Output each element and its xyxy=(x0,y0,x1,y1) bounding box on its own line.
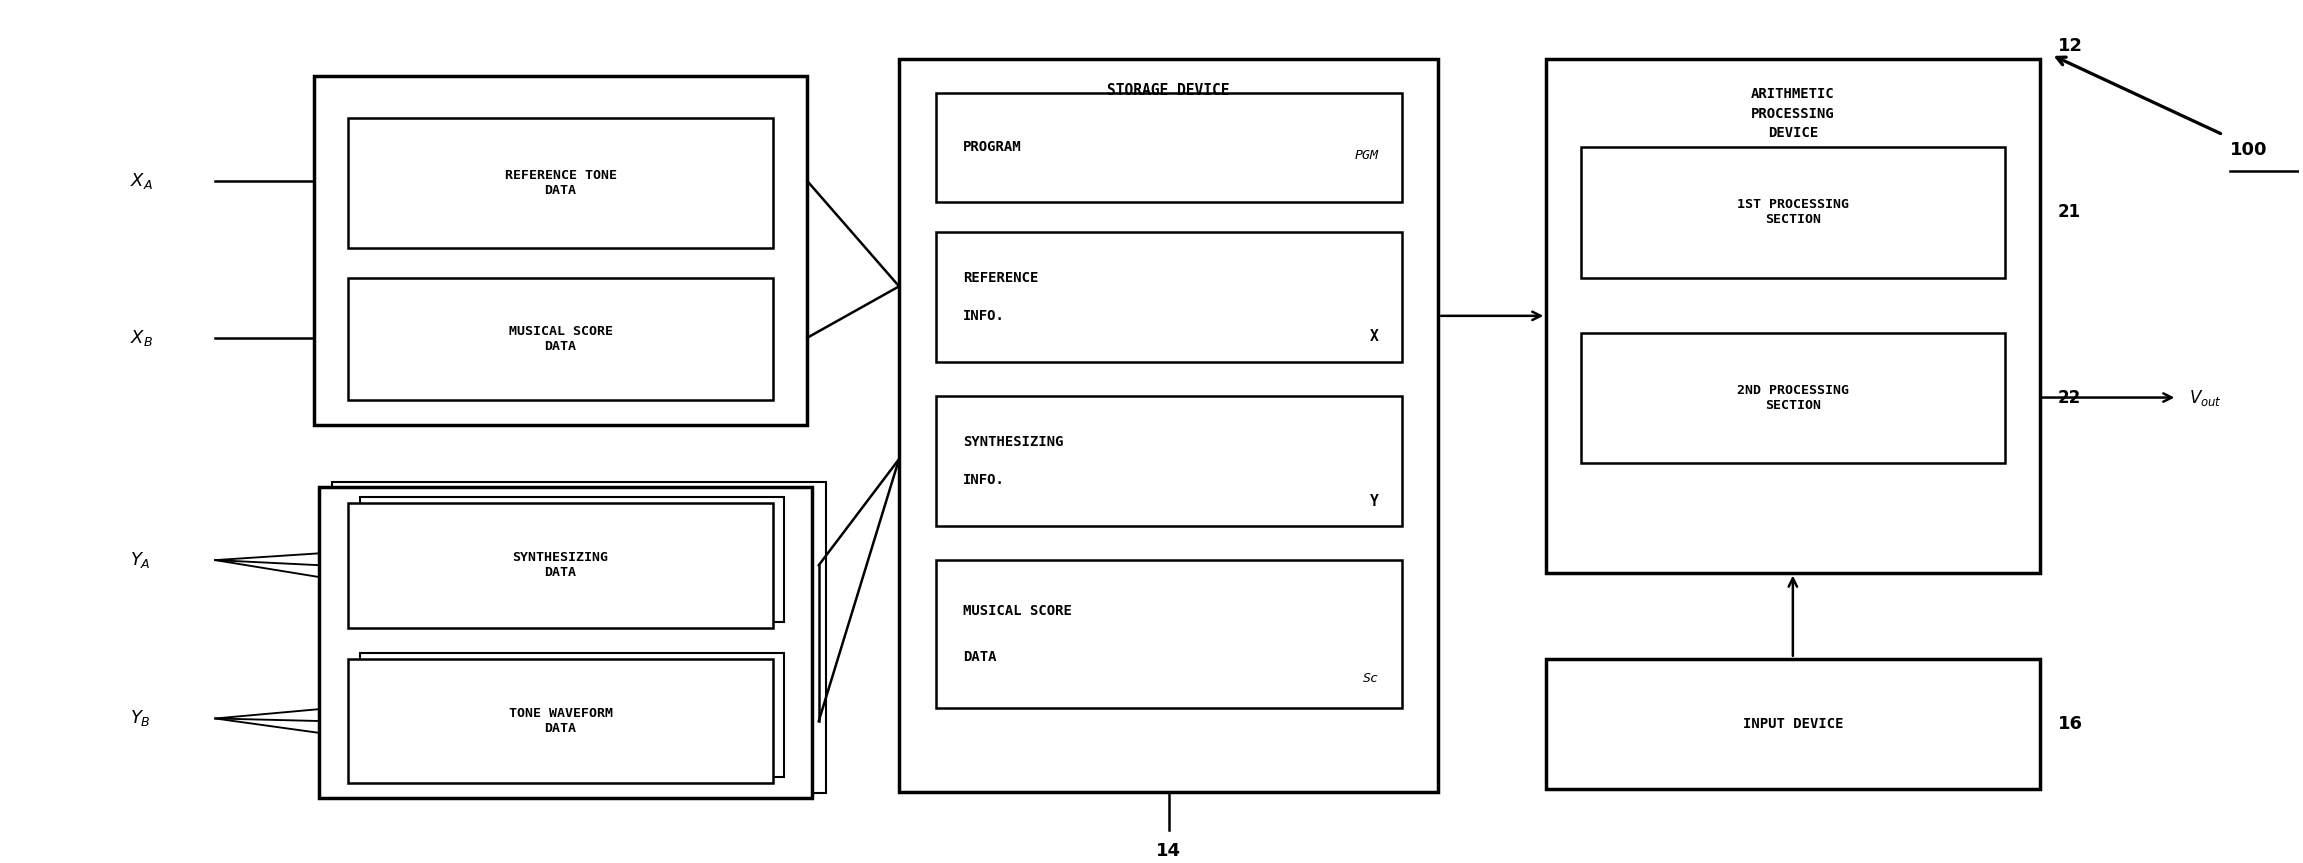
Text: $X_A$: $X_A$ xyxy=(131,171,154,191)
Bar xyxy=(348,278,774,400)
Bar xyxy=(359,652,785,778)
Bar xyxy=(935,560,1403,708)
Text: $Y_B$: $Y_B$ xyxy=(131,709,152,728)
Text: DATA: DATA xyxy=(963,650,997,664)
Text: 21: 21 xyxy=(2059,203,2082,221)
Text: SYNTHESIZING
DATA: SYNTHESIZING DATA xyxy=(514,551,608,579)
Text: INFO.: INFO. xyxy=(963,473,1004,487)
Bar xyxy=(1545,59,2040,573)
Bar xyxy=(359,497,785,621)
Text: 16: 16 xyxy=(2059,715,2082,733)
Text: REFERENCE TONE
DATA: REFERENCE TONE DATA xyxy=(504,169,617,197)
Text: 2ND PROCESSING
SECTION: 2ND PROCESSING SECTION xyxy=(1736,383,1849,412)
Text: REFERENCE: REFERENCE xyxy=(963,271,1039,285)
Text: TONE WAVEFORM
DATA: TONE WAVEFORM DATA xyxy=(509,707,613,735)
Text: 14: 14 xyxy=(1156,841,1181,860)
Text: $V_{out}$: $V_{out}$ xyxy=(2188,387,2222,407)
Text: SYNTHESIZING: SYNTHESIZING xyxy=(963,435,1064,449)
Bar xyxy=(1580,332,2006,463)
Bar xyxy=(348,658,774,784)
Text: Y: Y xyxy=(1370,494,1379,508)
Text: INFO.: INFO. xyxy=(963,309,1004,323)
Bar xyxy=(935,396,1403,526)
Text: $X_B$: $X_B$ xyxy=(131,328,154,348)
Text: 12: 12 xyxy=(2059,37,2082,55)
Bar xyxy=(318,487,813,798)
Text: PROGRAM: PROGRAM xyxy=(963,141,1023,154)
Text: 22: 22 xyxy=(2059,388,2082,406)
Text: PGM: PGM xyxy=(1354,149,1379,162)
Text: $Y_A$: $Y_A$ xyxy=(131,550,152,570)
Text: MUSICAL SCORE: MUSICAL SCORE xyxy=(963,603,1073,618)
Text: MUSICAL SCORE
DATA: MUSICAL SCORE DATA xyxy=(509,325,613,353)
Text: INPUT DEVICE: INPUT DEVICE xyxy=(1743,717,1842,731)
Text: STORAGE DEVICE: STORAGE DEVICE xyxy=(1108,84,1230,98)
Text: Sc: Sc xyxy=(1363,671,1379,684)
Text: ARITHMETIC
PROCESSING
DEVICE: ARITHMETIC PROCESSING DEVICE xyxy=(1750,87,1835,140)
Text: 1ST PROCESSING
SECTION: 1ST PROCESSING SECTION xyxy=(1736,198,1849,226)
Bar xyxy=(1545,658,2040,790)
Bar xyxy=(898,59,1439,791)
Bar xyxy=(935,231,1403,362)
Bar xyxy=(313,76,808,425)
Bar xyxy=(348,118,774,249)
Bar xyxy=(935,92,1403,202)
Text: 100: 100 xyxy=(2229,141,2268,159)
Bar xyxy=(348,503,774,627)
Text: X: X xyxy=(1370,330,1379,344)
Bar xyxy=(1580,148,2006,278)
Bar xyxy=(332,482,827,793)
